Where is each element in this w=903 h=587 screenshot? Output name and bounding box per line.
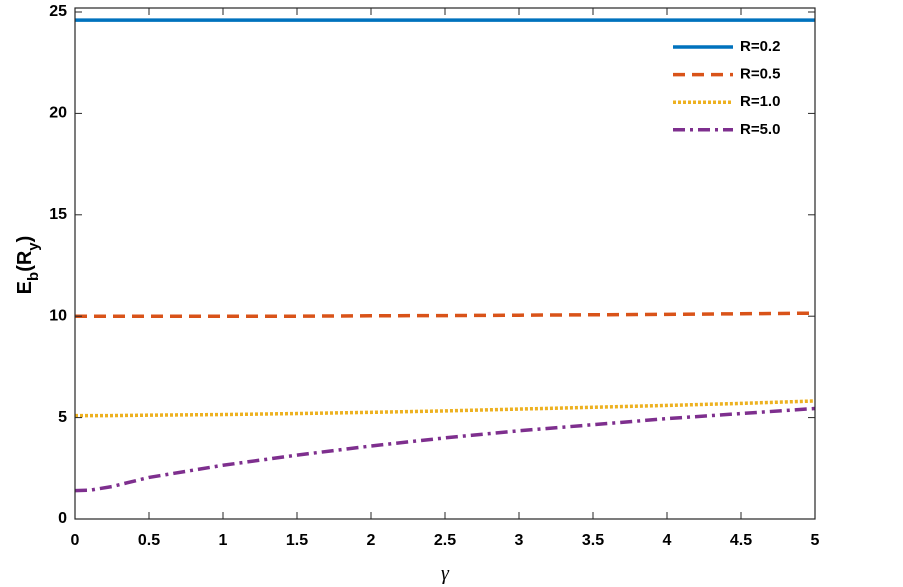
x-tick-label: 4.5 (730, 532, 752, 549)
x-tick-label: 2.5 (434, 532, 456, 549)
legend-label: R=0.2 (740, 38, 780, 55)
plot-frame (74, 7, 816, 520)
x-tick-label: 0 (71, 532, 80, 549)
x-tick-label: 2 (367, 532, 376, 549)
legend-label: R=0.5 (740, 66, 780, 83)
line-series (75, 311, 816, 318)
x-tick-label: 0.5 (138, 532, 160, 549)
x-tick-label: 4 (663, 532, 672, 549)
x-tick-label: 1.5 (286, 532, 308, 549)
line-series (74, 406, 816, 493)
x-tick-label: 5 (811, 532, 820, 549)
y-tick-label: 20 (49, 105, 67, 122)
x-tick-label: 3.5 (582, 532, 604, 549)
y-axis-label-subscript: y (25, 242, 42, 251)
y-axis-label-part: ) (14, 236, 36, 243)
y-tick-label: 15 (49, 206, 67, 223)
legend-label: R=5.0 (740, 121, 780, 138)
line-series (75, 399, 816, 418)
x-tick-label: 1 (219, 532, 228, 549)
y-axis-label-subscript: b (25, 272, 42, 281)
y-axis-label: Eb(Ry) (14, 236, 42, 295)
x-tick-label: 3 (515, 532, 524, 549)
x-axis-label: γ (441, 563, 450, 585)
y-axis-label-part: E (14, 281, 36, 294)
y-tick-label: 0 (58, 510, 67, 527)
y-axis-label-part: (R (14, 250, 36, 272)
y-tick-label: 5 (58, 409, 67, 426)
y-tick-label: 25 (49, 3, 67, 20)
y-tick-label: 10 (49, 307, 67, 324)
legend-label: R=1.0 (740, 93, 780, 110)
